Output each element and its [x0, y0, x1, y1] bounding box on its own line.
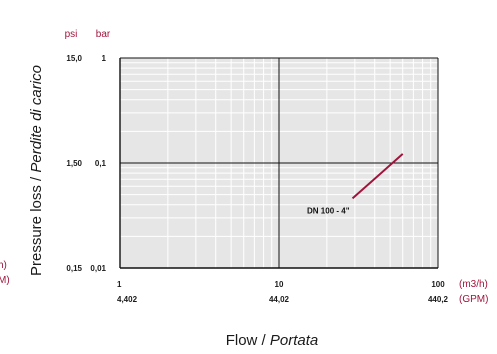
x-axis-title: Flow / Portata [226, 332, 319, 349]
x-tick-label: 10 [275, 280, 284, 289]
y-axis-title-italic: Perdite di carico [28, 65, 45, 173]
x-axis-title-main: Flow / [226, 332, 270, 349]
y-axis-title-main: Pressure loss / [28, 173, 45, 276]
y-tick-label-bar: 1 [102, 54, 107, 63]
y-tick-label-bar: 0,01 [90, 264, 106, 273]
axes [119, 58, 438, 269]
left-cut-unit-top: h) [0, 260, 7, 271]
tick-labels: 1 0,1 0,01 15,0 1,50 0,15 1 10 100 4,402 44,02 440,… [66, 54, 448, 304]
series-line-dn100 [351, 153, 404, 200]
series-label-dn100: DN 100 - 4" [307, 206, 350, 215]
x-tick-label: 1 [117, 280, 122, 289]
x-unit-secondary: (GPM) [459, 294, 488, 305]
x-tick-label-secondary: 44,02 [269, 295, 290, 304]
y-tick-label-bar: 0,1 [95, 159, 107, 168]
series-group: DN 100 - 4" [307, 153, 404, 215]
x-tick-label-secondary: 440,2 [428, 295, 449, 304]
x-axis-title-italic: Portata [270, 332, 318, 349]
x-unit-primary: (m3/h) [459, 279, 488, 290]
left-cut-unit-bottom: M) [0, 275, 10, 286]
psi-unit-label: psi [65, 29, 78, 40]
y-tick-label-psi: 1,50 [66, 159, 82, 168]
bar-unit-label: bar [96, 29, 111, 40]
x-tick-label: 100 [431, 280, 445, 289]
y-tick-label-psi: 0,15 [66, 264, 82, 273]
y-tick-label-psi: 15,0 [66, 54, 82, 63]
x-tick-label-secondary: 4,402 [117, 295, 138, 304]
grid-lines [120, 57, 439, 268]
y-axis-title: Pressure loss / Perdite di carico [28, 65, 45, 276]
